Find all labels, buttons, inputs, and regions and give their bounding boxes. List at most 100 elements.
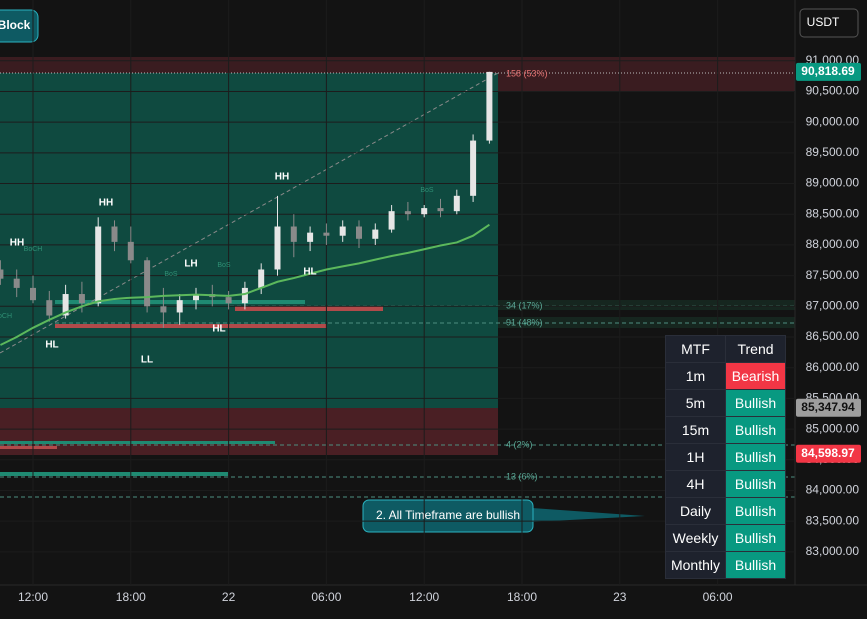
candle-body [30, 287, 36, 301]
structure-label: LL [141, 355, 153, 366]
currency-label[interactable]: USDT [807, 15, 840, 29]
x-tick-label: 12:00 [409, 590, 439, 604]
fib-label: 34 (17%) [506, 300, 543, 310]
x-tick-label: 06:00 [703, 590, 733, 604]
block-bar [0, 472, 228, 476]
candle-body [356, 226, 362, 239]
table-row: 5m Bullish [665, 389, 786, 417]
y-tick-label: 85,000.00 [806, 421, 860, 435]
structure-label: HL [212, 324, 225, 335]
price-label: 84,598.97 [801, 446, 855, 460]
trend-cell: Bullish [725, 416, 786, 444]
y-tick-label: 90,000.00 [806, 114, 860, 128]
timeframe-cell: 1m [665, 362, 726, 390]
candle-body [453, 195, 460, 212]
timeframe-cell: 4H [665, 470, 726, 498]
candle-body [225, 297, 232, 304]
y-tick-label: 88,000.00 [806, 237, 860, 251]
table-row: 1m Bearish [665, 362, 786, 390]
x-tick-label: 23 [613, 590, 627, 604]
toolbar-button[interactable] [0, 9, 39, 43]
candle-body [78, 294, 85, 304]
timeframe-cell: 1H [665, 443, 726, 471]
y-tick-label: 83,500.00 [806, 513, 860, 527]
structure-label: BoS [164, 271, 178, 278]
candle-body [95, 226, 102, 304]
structure-label: HL [303, 267, 316, 278]
table-row: Weekly Bullish [665, 524, 786, 552]
x-tick-label: 22 [222, 590, 236, 604]
y-tick-label: 83,000.00 [806, 544, 860, 558]
timeframe-cell: 15m [665, 416, 726, 444]
moving-average [0, 223, 490, 346]
trend-cell: Bullish [725, 524, 786, 552]
candle-body [62, 294, 69, 316]
candle-body [372, 229, 379, 239]
timeframe-cell: 5m [665, 389, 726, 417]
table-row: 4H Bullish [665, 470, 786, 498]
candle-body [404, 211, 411, 215]
trend-cell: Bullish [725, 551, 786, 579]
fib-label: 4 (2%) [506, 439, 533, 449]
trend-cell: Bearish [725, 362, 786, 390]
table-header: MTF [665, 335, 726, 363]
candle-body [486, 71, 493, 141]
structure-label: oCH [0, 313, 12, 320]
candle-body [339, 226, 346, 236]
range-box [0, 73, 498, 408]
y-tick-label: 89,000.00 [806, 176, 860, 190]
candle-body [388, 211, 395, 230]
button-label[interactable]: Block [0, 18, 31, 32]
table-row: 1H Bullish [665, 443, 786, 471]
callout-arrow [532, 508, 645, 522]
candle-body [307, 232, 314, 242]
y-tick-label: 87,000.00 [806, 298, 860, 312]
candle-body [421, 208, 428, 215]
level-band [498, 300, 795, 310]
block-bar [0, 441, 275, 444]
candle-body [323, 232, 330, 236]
mtf-table: MTF Trend 1m Bearish 5m Bullish 15m Bullish 1H Bu… [665, 335, 786, 579]
candle-body [258, 269, 265, 288]
y-tick-label: 84,000.00 [806, 483, 860, 497]
table-row: 15m Bullish [665, 416, 786, 444]
candle-body [111, 226, 118, 242]
structure-label: BoS [420, 187, 434, 194]
x-tick-label: 06:00 [311, 590, 341, 604]
trend-cell: Bullish [725, 443, 786, 471]
price-label: 90,818.69 [801, 64, 855, 78]
table-row: Daily Bullish [665, 497, 786, 525]
candle-body [241, 287, 248, 304]
trend-cell: Bullish [725, 497, 786, 525]
table-row: Monthly Bullish [665, 551, 786, 579]
candle-body [127, 241, 134, 261]
structure-label: HH [275, 172, 289, 183]
candle-body [290, 226, 297, 242]
y-tick-label: 88,500.00 [806, 206, 860, 220]
x-tick-label: 12:00 [18, 590, 48, 604]
y-tick-label: 89,500.00 [806, 145, 860, 159]
price-label-box [796, 398, 861, 417]
candle-body [176, 300, 183, 313]
price-label: 85,347.94 [801, 400, 855, 414]
x-tick-label: 18:00 [507, 590, 537, 604]
timeframe-cell: Daily [665, 497, 726, 525]
y-tick-label: 86,000.00 [806, 360, 860, 374]
candle-body [193, 294, 199, 301]
structure-label: LH [184, 259, 197, 270]
candle-body [160, 306, 167, 313]
trend-line [0, 72, 499, 354]
timeframe-cell: Monthly [665, 551, 726, 579]
trend-cell: Bullish [725, 389, 786, 417]
block-bar [235, 306, 383, 311]
candle-body [274, 226, 281, 270]
block-bar [55, 324, 327, 328]
price-label-box [796, 62, 861, 81]
callout-text: 2. All Timeframe are bullish [376, 508, 520, 522]
candle-body [470, 140, 477, 196]
currency-box[interactable] [799, 8, 859, 38]
block-bar [0, 446, 57, 449]
table-header: Trend [725, 335, 786, 363]
